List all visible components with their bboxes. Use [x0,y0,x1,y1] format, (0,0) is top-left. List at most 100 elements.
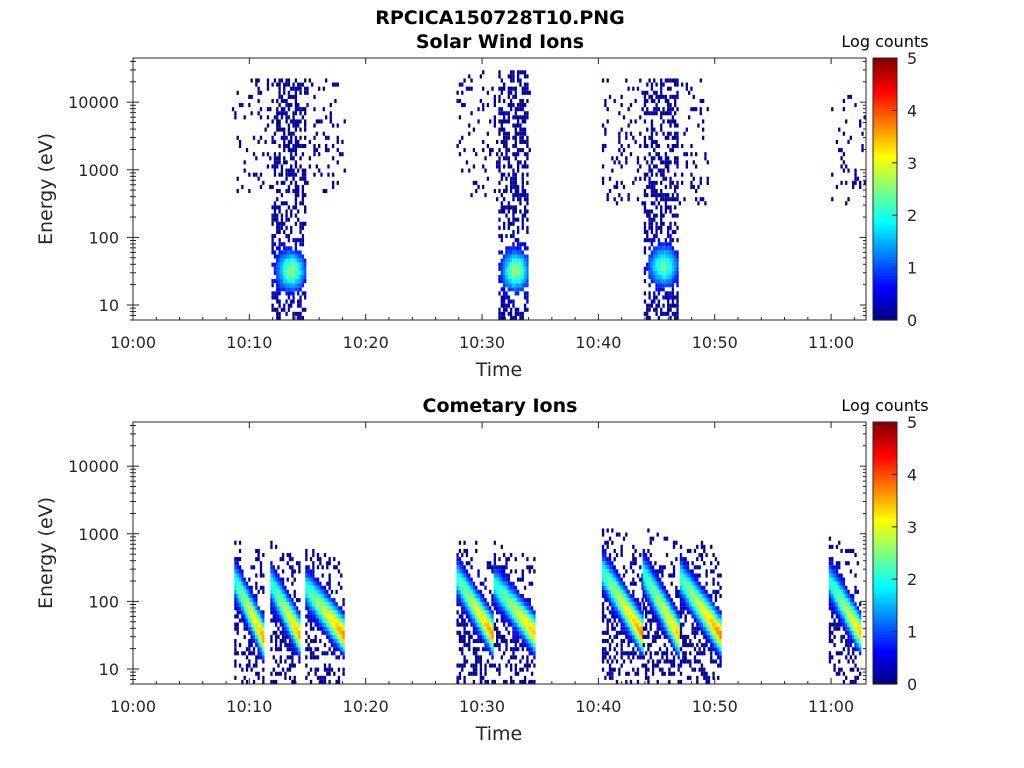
spectrogram-cell [705,622,708,627]
spectrogram-cell [632,647,635,652]
spectrogram-cell [257,176,260,181]
spectrogram-cell [849,626,853,631]
spectrogram-cell [270,540,273,545]
spectrogram-cell [304,262,307,267]
spectrogram-cell [655,279,658,284]
spectrogram-cell [670,643,673,648]
spectrogram-cell [279,671,282,676]
spectrogram-cell [505,246,508,251]
spectrogram-cell [526,139,529,144]
spectrogram-cell [636,197,640,202]
spectrogram-cell [845,598,848,603]
spectrogram-cell [653,213,656,218]
spectrogram-cell [682,585,685,590]
spectrogram-cell [627,589,630,594]
spectrogram-cell [611,585,614,590]
spectrogram-cell [696,585,699,590]
spectrogram-cell [312,565,315,570]
spectrogram-cell [604,569,607,574]
spectrogram-cell [682,622,685,627]
spectrogram-cell [335,638,338,644]
spectrogram-cell [312,610,315,615]
spectrogram-cell [500,618,503,623]
spectrogram-cell [852,634,855,639]
spectrogram-cell [833,581,836,586]
spectrogram-cell [238,610,242,615]
spectrogram-cell [840,581,843,586]
spectrogram-cell [698,618,701,623]
spectrogram-cell [519,254,522,259]
spectrogram-cell [331,82,335,87]
spectrogram-cell [632,655,635,660]
spectrogram-cell [331,184,335,189]
spectrogram-cell [838,127,841,132]
spectrogram-cell [847,638,850,644]
spectrogram-cell [845,630,848,635]
spectrogram-cell [502,131,506,136]
spectrogram-cell [679,589,683,594]
spectrogram-cell [664,295,668,300]
spectrogram-cell [280,270,284,275]
spectrogram-cell [656,602,659,607]
spectrogram-cell [634,622,637,627]
spectrogram-cell [840,602,843,607]
spectrogram-cell [650,254,654,259]
spectrogram-cell [491,651,494,656]
spectrogram-cell [475,618,478,623]
spectrogram-cell [287,78,291,83]
spectrogram-cell [283,143,286,149]
spectrogram-cell [669,274,672,280]
spectrogram-cell [705,553,708,558]
spectrogram-cell [686,593,690,599]
spectrogram-cell [243,115,246,120]
spectrogram-cell [660,168,663,173]
spectrogram-cell [340,585,343,590]
spectrogram-cell [248,602,251,607]
colorbar-segment [873,84,897,88]
spectrogram-cell [274,610,278,615]
spectrogram-cell [277,577,280,582]
spectrogram-cell [847,548,850,553]
spectrogram-cell [664,197,668,202]
spectrogram-cell [514,622,517,627]
spectrogram-cell [465,160,469,165]
spectrogram-cell [287,94,291,99]
spectrogram-cell [512,618,515,623]
spectrogram-cell [700,622,704,627]
spectrogram-cell [285,283,288,288]
spectrogram-cell [654,585,657,590]
spectrogram-cell [266,164,270,169]
spectrogram-cell [512,70,515,75]
spectrogram-cell [615,659,619,664]
colorbar-segment [873,678,897,682]
spectrogram-cell [479,634,483,639]
spectrogram-cell [477,638,480,644]
spectrogram-cell [859,618,862,623]
spectrogram-cell [241,598,244,603]
spectrogram-cell [845,164,848,169]
spectrogram-cell [516,197,520,202]
spectrogram-cell [472,148,476,153]
spectrogram-cell [604,548,607,553]
spectrogram-cell [243,651,246,656]
spectrogram-cell [322,131,325,136]
spectrogram-cell [236,189,239,194]
spectrogram-cell [509,205,513,210]
spectrogram-cell [650,139,654,144]
spectrogram-cell [290,103,293,108]
spectrogram-cell [689,651,692,656]
spectrogram-cell [677,651,680,656]
colorbar-segment [873,81,897,85]
spectrogram-cell [290,254,293,259]
spectrogram-cell [294,180,298,185]
spectrogram-cell [266,152,270,157]
spectrogram-cell [627,606,630,611]
spectrogram-cell [299,315,302,320]
spectrogram-cell [526,279,529,284]
spectrogram-cell [608,663,612,668]
spectrogram-cell [276,262,279,267]
spectrogram-cell [340,626,343,631]
spectrogram-cell [676,78,679,83]
spectrogram-cell [654,610,657,615]
spectrogram-cell [301,254,305,259]
